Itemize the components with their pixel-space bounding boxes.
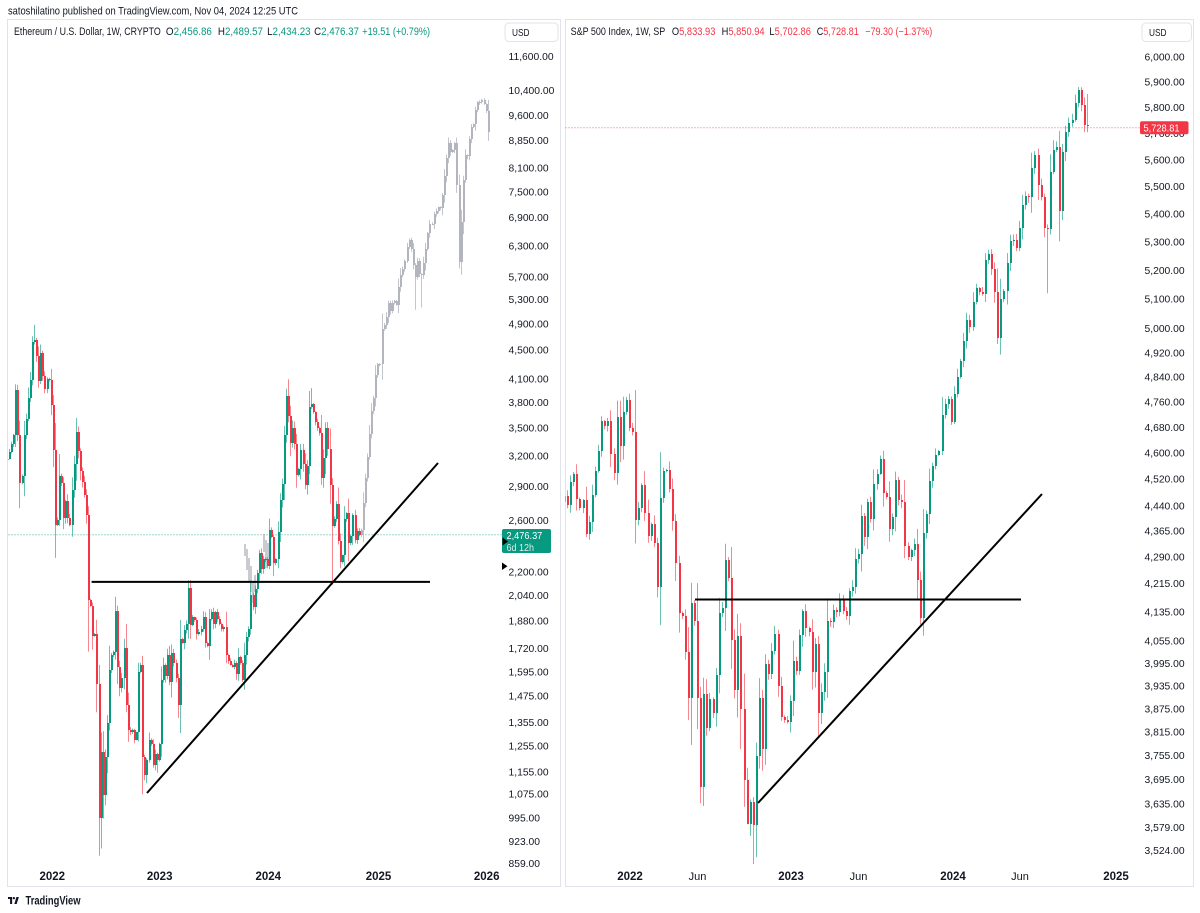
svg-text:2,900.00: 2,900.00	[509, 482, 549, 493]
svg-text:4,500.00: 4,500.00	[509, 346, 549, 357]
svg-text:O2,456.86: O2,456.86	[166, 26, 212, 38]
svg-text:9,600.00: 9,600.00	[509, 111, 549, 122]
svg-text:1,255.00: 1,255.00	[509, 742, 549, 753]
svg-text:1,720.00: 1,720.00	[509, 644, 549, 655]
svg-text:4,840.00: 4,840.00	[1145, 373, 1185, 384]
svg-text:−79.30 (−1.37%): −79.30 (−1.37%)	[865, 26, 932, 38]
svg-text:2024: 2024	[256, 871, 282, 883]
svg-text:3,755.00: 3,755.00	[1145, 751, 1185, 762]
svg-text:S&P 500 Index, 1W, SP: S&P 500 Index, 1W, SP	[571, 26, 666, 38]
svg-text:4,520.00: 4,520.00	[1145, 475, 1185, 486]
svg-text:H2,489.57: H2,489.57	[218, 26, 263, 38]
svg-text:2,476.37: 2,476.37	[507, 531, 543, 542]
svg-text:8,100.00: 8,100.00	[509, 164, 549, 175]
svg-text:1,075.00: 1,075.00	[509, 790, 549, 801]
svg-text:1,880.00: 1,880.00	[509, 616, 549, 627]
svg-text:3,995.00: 3,995.00	[1145, 659, 1185, 670]
svg-text:859.00: 859.00	[509, 859, 541, 870]
svg-text:6,900.00: 6,900.00	[509, 213, 549, 224]
svg-text:5,800.00: 5,800.00	[1145, 103, 1185, 114]
svg-text:C5,728.81: C5,728.81	[817, 26, 859, 38]
svg-text:4,055.00: 4,055.00	[1145, 637, 1185, 648]
svg-text:Ethereum / U.S. Dollar, 1W, CR: Ethereum / U.S. Dollar, 1W, CRYPTO	[14, 26, 161, 38]
svg-text:USD: USD	[1149, 28, 1167, 39]
svg-text:C2,476.37: C2,476.37	[314, 26, 359, 38]
svg-text:5,500.00: 5,500.00	[1145, 182, 1185, 193]
svg-text:923.00: 923.00	[509, 837, 541, 848]
svg-text:5,600.00: 5,600.00	[1145, 155, 1185, 166]
svg-text:3,875.00: 3,875.00	[1145, 704, 1185, 715]
svg-text:H5,850.94: H5,850.94	[722, 26, 765, 38]
svg-text:4,290.00: 4,290.00	[1145, 553, 1185, 564]
svg-text:5,300.00: 5,300.00	[509, 295, 549, 306]
svg-text:5,100.00: 5,100.00	[1145, 295, 1185, 306]
svg-text:Jun: Jun	[1011, 871, 1029, 883]
svg-text:O5,833.93: O5,833.93	[672, 26, 716, 38]
svg-text:3,524.00: 3,524.00	[1145, 846, 1185, 857]
svg-text:1,595.00: 1,595.00	[509, 667, 549, 678]
svg-text:4,215.00: 4,215.00	[1145, 579, 1185, 590]
svg-text:995.00: 995.00	[509, 814, 541, 825]
svg-text:2026: 2026	[474, 871, 500, 883]
svg-text:4,760.00: 4,760.00	[1145, 398, 1185, 409]
svg-text:TradingView: TradingView	[26, 895, 81, 907]
svg-text:3,695.00: 3,695.00	[1145, 775, 1185, 786]
svg-text:1,155.00: 1,155.00	[509, 767, 549, 778]
svg-text:2025: 2025	[366, 871, 392, 883]
svg-text:5,200.00: 5,200.00	[1145, 266, 1185, 277]
svg-text:3,579.00: 3,579.00	[1145, 823, 1185, 834]
svg-text:Jun: Jun	[850, 871, 868, 883]
svg-text:2022: 2022	[617, 871, 643, 883]
svg-text:2,200.00: 2,200.00	[509, 568, 549, 579]
svg-text:2023: 2023	[147, 871, 173, 883]
svg-text:satoshilatino published on Tra: satoshilatino published on TradingView.c…	[8, 6, 298, 18]
svg-text:USD: USD	[512, 28, 530, 39]
svg-text:5,728.81: 5,728.81	[1144, 124, 1180, 135]
svg-text:2024: 2024	[940, 871, 966, 883]
svg-text:10,400.00: 10,400.00	[509, 86, 555, 97]
svg-text:4,900.00: 4,900.00	[509, 319, 549, 330]
svg-text:1,355.00: 1,355.00	[509, 718, 549, 729]
svg-text:2022: 2022	[40, 871, 66, 883]
svg-text:2023: 2023	[778, 871, 804, 883]
svg-text:2,040.00: 2,040.00	[509, 591, 549, 602]
svg-text:Jun: Jun	[689, 871, 707, 883]
svg-text:L5,702.86: L5,702.86	[769, 26, 811, 38]
svg-text:L2,434.23: L2,434.23	[267, 26, 311, 38]
svg-text:6d 12h: 6d 12h	[507, 543, 535, 554]
svg-text:5,900.00: 5,900.00	[1145, 78, 1185, 89]
svg-text:2,600.00: 2,600.00	[509, 516, 549, 527]
svg-text:+19.51 (+0.79%): +19.51 (+0.79%)	[362, 26, 430, 38]
svg-text:4,680.00: 4,680.00	[1145, 423, 1185, 434]
svg-text:3,200.00: 3,200.00	[509, 451, 549, 462]
svg-text:5,400.00: 5,400.00	[1145, 210, 1185, 221]
svg-text:4,600.00: 4,600.00	[1145, 449, 1185, 460]
svg-text:2025: 2025	[1103, 871, 1129, 883]
svg-text:5,300.00: 5,300.00	[1145, 237, 1185, 248]
svg-text:6,000.00: 6,000.00	[1145, 52, 1185, 63]
svg-text:4,365.00: 4,365.00	[1145, 527, 1185, 538]
svg-text:7,500.00: 7,500.00	[509, 187, 549, 198]
svg-text:3,935.00: 3,935.00	[1145, 681, 1185, 692]
svg-text:3,815.00: 3,815.00	[1145, 728, 1185, 739]
svg-text:4,440.00: 4,440.00	[1145, 501, 1185, 512]
svg-text:3,635.00: 3,635.00	[1145, 800, 1185, 811]
svg-text:6,300.00: 6,300.00	[509, 241, 549, 252]
svg-text:8,850.00: 8,850.00	[509, 136, 549, 147]
svg-text:4,135.00: 4,135.00	[1145, 608, 1185, 619]
svg-text:1,475.00: 1,475.00	[509, 692, 549, 703]
svg-text:4,100.00: 4,100.00	[509, 375, 549, 386]
svg-text:4,920.00: 4,920.00	[1145, 348, 1185, 359]
svg-text:5,000.00: 5,000.00	[1145, 324, 1185, 335]
svg-text:3,800.00: 3,800.00	[509, 398, 549, 409]
svg-text:5,700.00: 5,700.00	[509, 273, 549, 284]
svg-text:11,600.00: 11,600.00	[509, 52, 554, 63]
svg-text:3,500.00: 3,500.00	[509, 424, 549, 435]
svg-text:5,700.00: 5,700.00	[1145, 129, 1185, 140]
